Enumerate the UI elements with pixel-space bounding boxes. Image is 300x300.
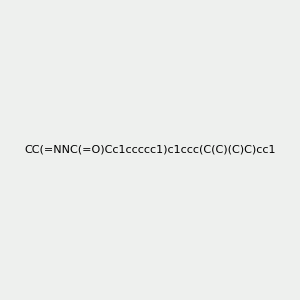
Text: CC(=NNC(=O)Cc1ccccc1)c1ccc(C(C)(C)C)cc1: CC(=NNC(=O)Cc1ccccc1)c1ccc(C(C)(C)C)cc1 (24, 145, 276, 155)
